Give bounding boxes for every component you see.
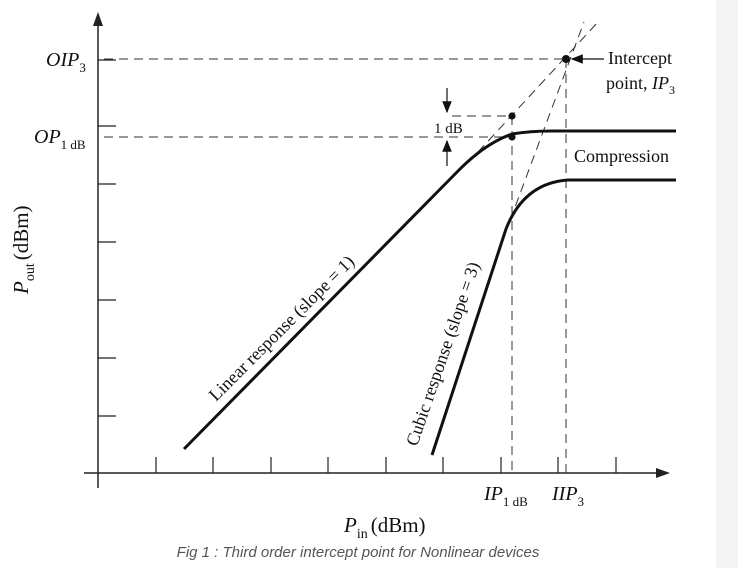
one-db-label: 1 dB	[434, 121, 463, 137]
figure-page: 1 dB Intercept point, IP3 Compression Li…	[9, 12, 676, 561]
cubic-response-curve	[430, 178, 676, 456]
page-side-margin	[716, 0, 738, 568]
oip3-label: OIP3	[46, 49, 86, 75]
one-db-upper-point	[508, 112, 516, 120]
x-axis-title: Pin (dBm)	[343, 513, 426, 542]
y-ticks	[98, 59, 116, 417]
op1db-label: OP1 dB	[34, 126, 86, 152]
guide-lines	[104, 21, 599, 473]
intercept-point	[562, 55, 570, 63]
linear-response-label: Linear response (slope = 1)	[205, 251, 359, 405]
figure-caption: Fig 1 : Third order intercept point for …	[176, 544, 540, 561]
iip3-label: IIP3	[551, 483, 584, 509]
intercept-label-line1: Intercept	[608, 48, 672, 68]
y-axis-title: Pout(dBm)	[9, 205, 38, 295]
x-axis	[84, 468, 670, 478]
one-db-lower-point	[508, 133, 516, 141]
intercept-label-line2: point, IP3	[606, 73, 675, 97]
ip1db-label: IP1 dB	[483, 483, 528, 509]
compression-label: Compression	[574, 146, 669, 166]
intercept-diagram: 1 dB Intercept point, IP3 Compression Li…	[9, 12, 676, 542]
x-ticks	[155, 457, 617, 473]
y-axis	[93, 12, 103, 488]
